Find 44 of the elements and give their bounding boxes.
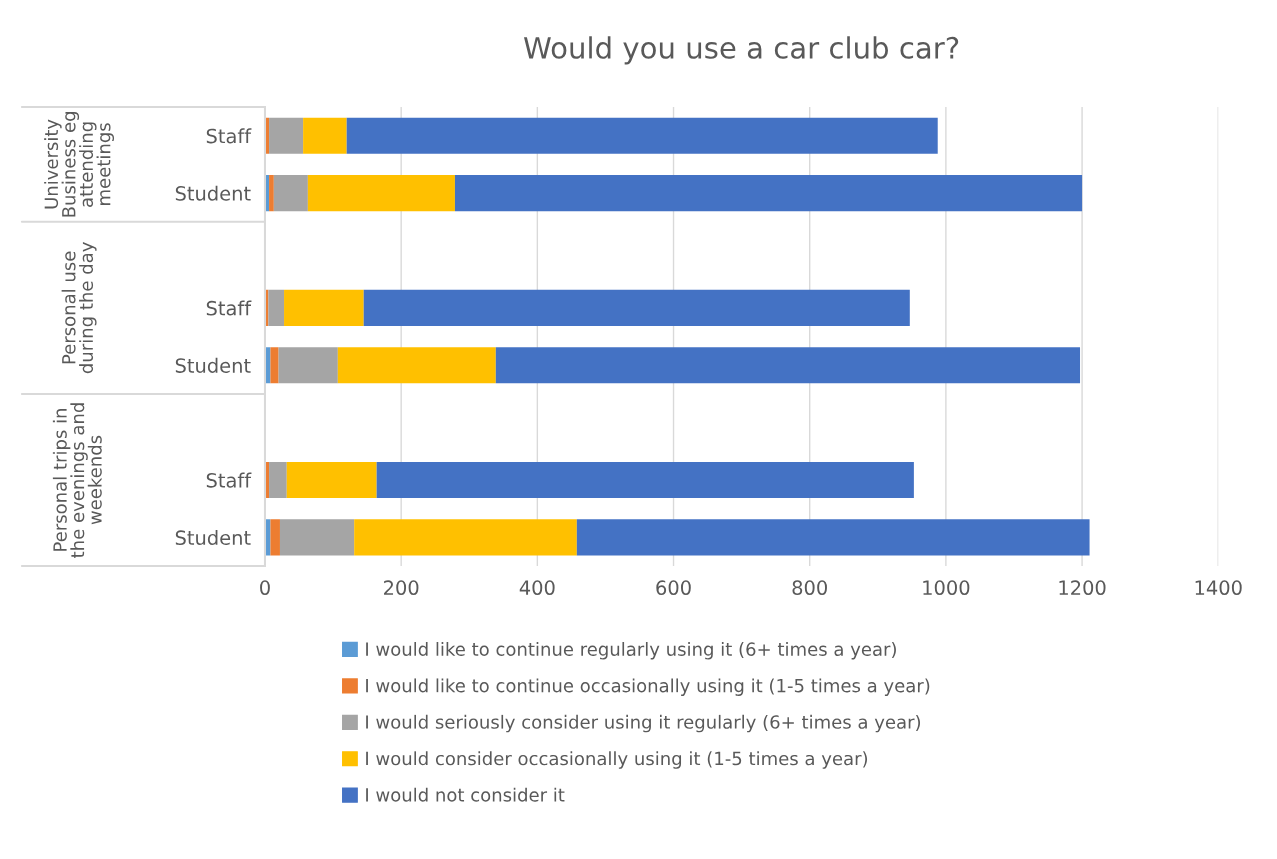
legend-label: I would seriously consider using it regularly (6+ times a year) — [366, 714, 921, 733]
legend-label: I would like to continue occasionally using it (1-5 times a year) — [366, 678, 930, 696]
legend-label: I would consider occasionally using it (1-5 times a year) — [366, 751, 868, 769]
bar — [376, 461, 914, 499]
x-tick-label: 1000 — [923, 580, 970, 596]
bar — [303, 117, 347, 154]
bar — [363, 289, 910, 326]
text: University Business eg attending meetings — [44, 112, 115, 217]
legend-label: I would not consider it — [366, 787, 565, 802]
text: Personal use during the day — [61, 242, 97, 374]
text: Personal trips in the evenings and weekends — [52, 403, 102, 558]
x-tick-label: 0 — [260, 580, 270, 596]
bar — [269, 117, 304, 154]
bar — [268, 289, 285, 326]
y-tick-label: Student — [175, 530, 251, 546]
bar — [307, 175, 455, 212]
legend-label: I would like to continue regularly using it (6+ times a year) — [366, 642, 896, 660]
bar — [270, 347, 279, 384]
bar — [269, 175, 274, 212]
bar — [286, 461, 377, 499]
y-tick-label: Staff — [206, 300, 252, 316]
bar — [284, 289, 364, 326]
bar — [346, 117, 938, 154]
y-tick-label: Staff — [206, 128, 252, 144]
bar — [270, 519, 280, 556]
bar — [576, 519, 1090, 556]
bar — [454, 175, 1083, 212]
y-tick-label: Student — [175, 185, 251, 201]
bar — [354, 519, 577, 556]
bar — [278, 347, 338, 384]
bar — [337, 347, 496, 384]
x-tick-label: 1200 — [1059, 580, 1106, 596]
bar — [279, 519, 355, 556]
x-tick-label: 600 — [656, 580, 691, 596]
y-tick-label: Staff — [206, 472, 252, 488]
y-tick-label: Student — [175, 357, 251, 373]
x-tick-label: 1400 — [1195, 580, 1242, 596]
bar — [273, 175, 308, 212]
x-tick-label: 200 — [384, 580, 419, 596]
x-tick-label: 800 — [792, 580, 827, 596]
bar — [269, 461, 287, 499]
x-tick-label: 400 — [519, 580, 555, 596]
bar — [495, 347, 1081, 384]
chart-title: Would you use a car club car? — [523, 36, 959, 65]
